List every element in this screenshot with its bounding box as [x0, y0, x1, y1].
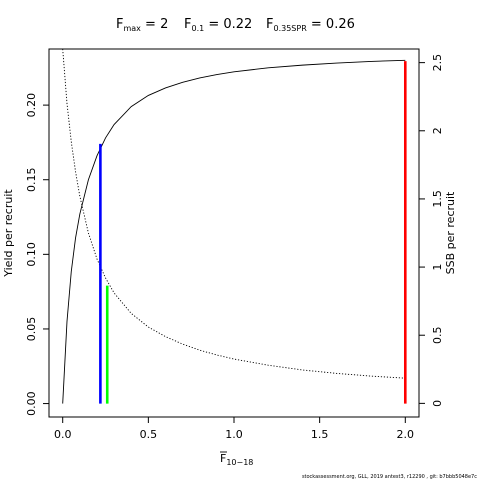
y-axis-right: 0 0.5 1 1.5 2 2.5 [419, 54, 444, 407]
x-tick-label: 0.0 [54, 428, 72, 441]
series-layer [62, 48, 406, 404]
x-tick-label: 0.5 [140, 428, 158, 441]
y-left-tick-label: 0.00 [25, 391, 38, 416]
chart-title: Fmax = 2 F0.1 = 0.22 F0.35SPR = 0.26 [116, 17, 355, 33]
svg-text:F10−18: F10−18 [220, 452, 253, 467]
y-axis-left: 0.00 0.05 0.10 0.15 0.20 [25, 93, 49, 416]
y-right-tick-label: 2 [431, 127, 444, 134]
x-tick-label: 1.0 [225, 428, 243, 441]
x-tick-label: 1.5 [311, 428, 329, 441]
x-label-sub: 10−18 [226, 458, 253, 467]
y-left-tick-label: 0.05 [25, 317, 38, 342]
x-axis-label: F10−18 [220, 451, 253, 467]
title-fmax: Fmax = 2 [116, 17, 168, 33]
y-axis-right-label: SSB per recruit [444, 191, 457, 274]
y-right-tick-label: 0.5 [431, 326, 444, 344]
reference-lines [99, 61, 407, 404]
x-axis: 0.0 0.5 1.0 1.5 2.0 [54, 416, 415, 441]
y-right-tick-label: 0 [431, 400, 444, 407]
x-label-main: F [220, 452, 226, 465]
series-line-ssb-per-recruit [62, 48, 406, 379]
y-left-tick-label: 0.10 [25, 242, 38, 267]
x-tick-label: 2.0 [397, 428, 415, 441]
y-axis-left-label: Yield per recruit [2, 189, 15, 278]
y-right-tick-label: 1 [431, 264, 444, 271]
title-f035spr: F0.35SPR = 0.26 [266, 17, 355, 33]
y-left-tick-label: 0.20 [25, 93, 38, 118]
footer-credit: stockassessment.org, GLL, 2019 antest3, … [302, 474, 477, 480]
y-left-tick-label: 0.15 [25, 167, 38, 192]
y-right-tick-label: 1.5 [431, 190, 444, 208]
series-line-yield-per-recruit [62, 59, 406, 404]
title-f01: F0.1 = 0.22 [184, 17, 252, 33]
y-right-tick-label: 2.5 [431, 54, 444, 72]
